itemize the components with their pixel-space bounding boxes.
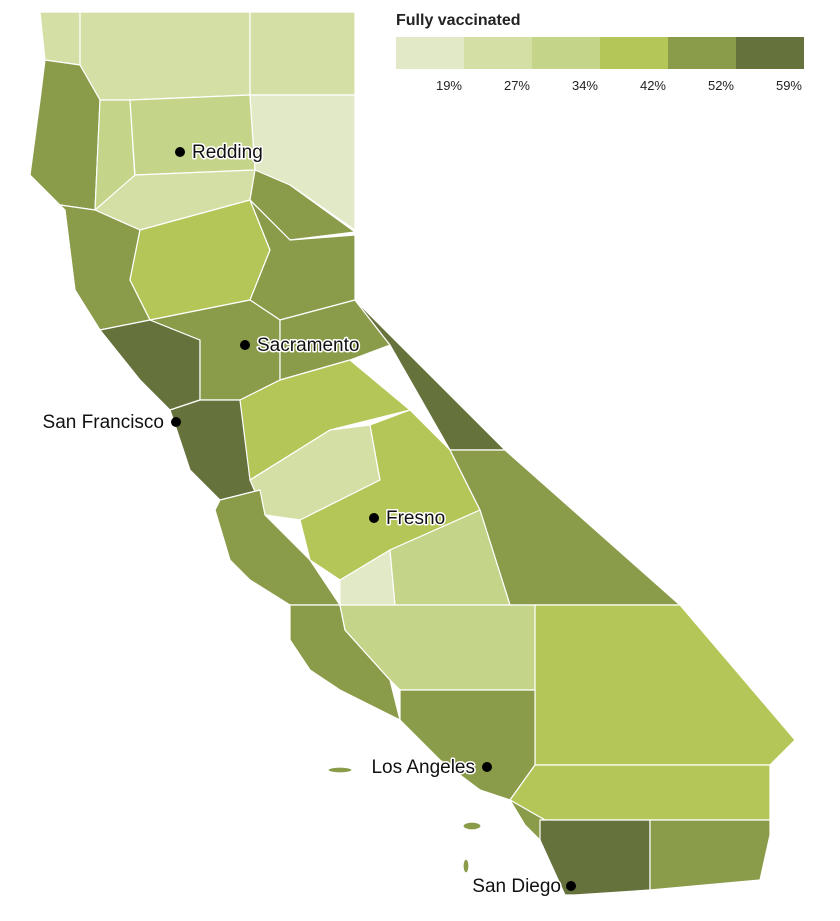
legend-swatch	[736, 37, 804, 69]
legend-title: Fully vaccinated	[396, 12, 521, 29]
cities: Redding Sacramento San Francisco Fresno …	[41, 141, 576, 899]
county	[79, 11, 251, 101]
city-label: Sacramento	[257, 335, 359, 356]
legend-swatch	[396, 37, 464, 69]
legend-label: 42%	[640, 78, 666, 93]
county	[39, 11, 81, 66]
legend-label: 59%	[776, 78, 802, 93]
counties	[29, 11, 796, 896]
city-label: Fresno	[386, 508, 445, 529]
city-dot	[171, 417, 181, 427]
county	[279, 299, 391, 381]
county	[249, 169, 356, 241]
city-label: San Diego	[472, 876, 561, 897]
legend-label: 52%	[708, 78, 734, 93]
city-dot	[240, 340, 250, 350]
island	[462, 821, 482, 831]
city-label: San Francisco	[43, 412, 164, 433]
county	[649, 819, 771, 891]
legend-swatch	[464, 37, 532, 69]
island	[327, 766, 353, 774]
county	[249, 11, 356, 96]
legend-label: 34%	[572, 78, 598, 93]
city-dot	[175, 147, 185, 157]
legend-swatch	[600, 37, 668, 69]
city-label: Redding	[192, 142, 263, 163]
legend-label: 27%	[504, 78, 530, 93]
county	[509, 764, 771, 821]
legend-swatch	[532, 37, 600, 69]
island	[462, 858, 470, 874]
city-label: Los Angeles	[371, 757, 475, 778]
county	[29, 59, 101, 211]
legend: Fully vaccinated 19% 27% 34% 42% 52% 59%	[396, 12, 804, 93]
county	[534, 604, 796, 766]
county	[249, 94, 356, 231]
legend-swatch	[668, 37, 736, 69]
city-dot	[482, 762, 492, 772]
county	[214, 489, 341, 606]
city-dot	[566, 881, 576, 891]
city-dot	[369, 513, 379, 523]
county	[399, 689, 536, 801]
legend-label: 19%	[436, 78, 462, 93]
